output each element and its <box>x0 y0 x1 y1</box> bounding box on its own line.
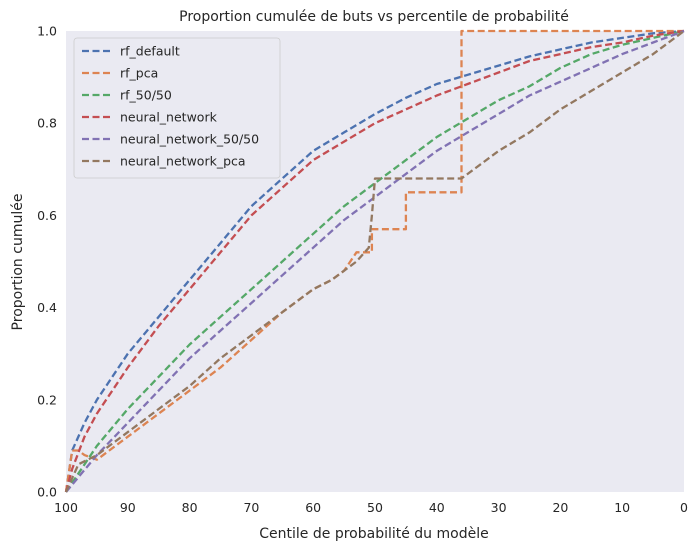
x-tick-label: 40 <box>429 500 445 515</box>
y-tick-label: 0.2 <box>37 392 57 407</box>
x-tick-label: 70 <box>243 500 259 515</box>
y-tick-label: 0.8 <box>37 116 57 131</box>
y-axis-ticks: 0.0 0.2 0.4 0.6 0.8 1.0 <box>37 24 57 500</box>
series-line-rf-default <box>64 29 685 493</box>
legend-label: rf_50/50 <box>120 88 172 103</box>
legend-label: neural_network <box>120 110 218 125</box>
series-line-neural-network-50-50 <box>65 29 685 493</box>
x-tick-label: 60 <box>305 500 321 515</box>
legend-label: neural_network_pca <box>120 154 246 169</box>
y-tick-label: 1.0 <box>37 24 57 39</box>
x-axis-ticks: 100 90 80 70 60 50 40 30 20 10 0 <box>54 500 688 515</box>
x-tick-label: 10 <box>614 500 630 515</box>
y-axis-label: Proportion cumulée <box>10 194 26 331</box>
x-tick-label: 80 <box>182 500 198 515</box>
x-tick-label: 90 <box>120 500 136 515</box>
x-tick-label: 20 <box>552 500 568 515</box>
legend-label: rf_pca <box>120 66 158 81</box>
legend-label: neural_network_50/50 <box>120 132 259 147</box>
y-tick-label: 0.0 <box>37 485 57 500</box>
y-tick-label: 0.4 <box>37 300 57 315</box>
series-line-rf-50-50 <box>65 29 685 493</box>
x-tick-label: 50 <box>367 500 383 515</box>
y-tick-label: 0.6 <box>37 208 57 223</box>
x-axis-label: Centile de probabilité du modèle <box>259 526 488 542</box>
legend-label: rf_default <box>120 44 180 59</box>
chart-title: Proportion cumulée de buts vs percentile… <box>179 9 569 25</box>
series-line-rf-pca <box>64 29 684 493</box>
series-lines <box>64 29 685 493</box>
series-line-neural-network-pca <box>64 30 685 493</box>
series-line-neural-network <box>64 29 685 493</box>
x-tick-label: 30 <box>491 500 507 515</box>
x-tick-label: 100 <box>54 500 78 515</box>
x-tick-label: 0 <box>680 500 688 515</box>
legend: rf_default rf_pca rf_50/50 neural_networkne… <box>73 37 281 179</box>
legend-box <box>73 37 281 179</box>
